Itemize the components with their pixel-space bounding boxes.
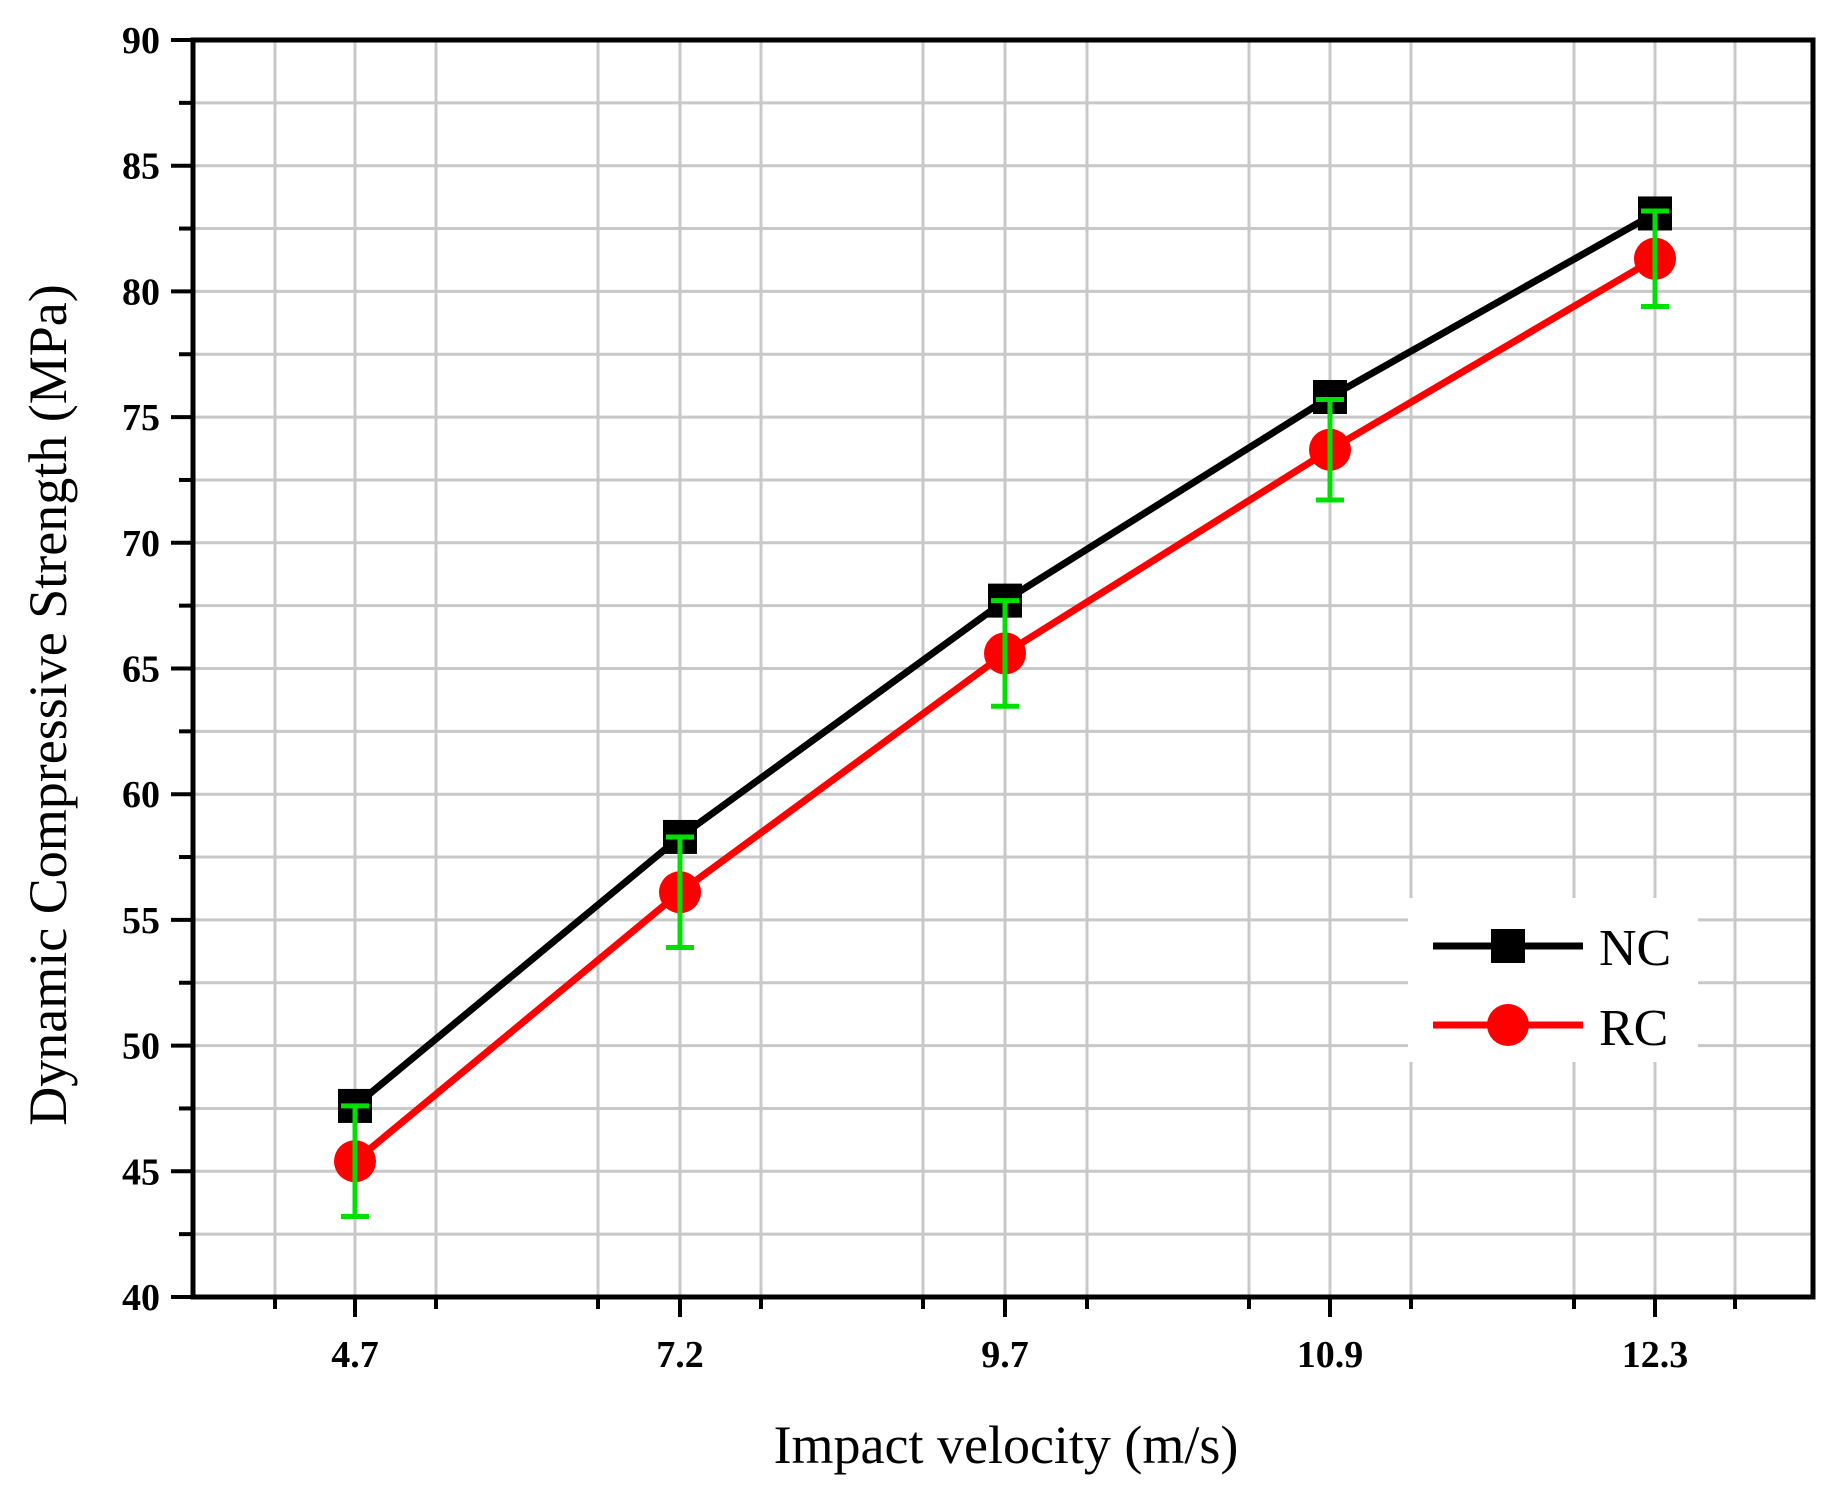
tick-labels: 40 45 50 55 60 65 70 75 80 85 90 4.7 7.2 9.7 10.9 12.3 (122, 20, 1688, 1376)
x-tick-label: 7.2 (656, 1334, 704, 1376)
y-tick-label: 40 (122, 1277, 160, 1319)
series (334, 196, 1676, 1220)
legend: NC RC (1408, 898, 1698, 1062)
y-axis-title: Dynamic Compressive Strength (MPa) (18, 284, 78, 1125)
error-bar (1641, 208, 1669, 309)
error-bar (991, 598, 1019, 709)
y-tick-label: 80 (122, 271, 160, 313)
error-bar (1316, 397, 1344, 503)
error-bar (341, 1103, 369, 1220)
legend-box (1408, 898, 1698, 1062)
axes (171, 37, 1816, 1317)
y-tick-label: 60 (122, 774, 160, 816)
legend-label-nc: NC (1599, 920, 1671, 977)
legend-label-rc: RC (1599, 1000, 1668, 1057)
y-tick-label: 90 (122, 20, 160, 62)
error-bar (666, 834, 694, 951)
x-axis-title: Impact velocity (m/s) (774, 1415, 1239, 1475)
y-tick-label: 55 (122, 900, 160, 942)
legend-marker-rc (1487, 1004, 1529, 1046)
legend-marker-nc (1491, 929, 1525, 963)
x-tick-label: 9.7 (981, 1334, 1029, 1376)
y-tick-label: 85 (122, 146, 160, 188)
y-tick-label: 75 (122, 397, 160, 439)
y-tick-label: 50 (122, 1026, 160, 1068)
x-tick-label: 10.9 (1297, 1334, 1364, 1376)
y-tick-label: 45 (122, 1151, 160, 1193)
x-tick-label: 4.7 (331, 1334, 379, 1376)
x-tick-label: 12.3 (1622, 1334, 1689, 1376)
y-tick-label: 70 (122, 523, 160, 565)
y-tick-label: 65 (122, 649, 160, 691)
